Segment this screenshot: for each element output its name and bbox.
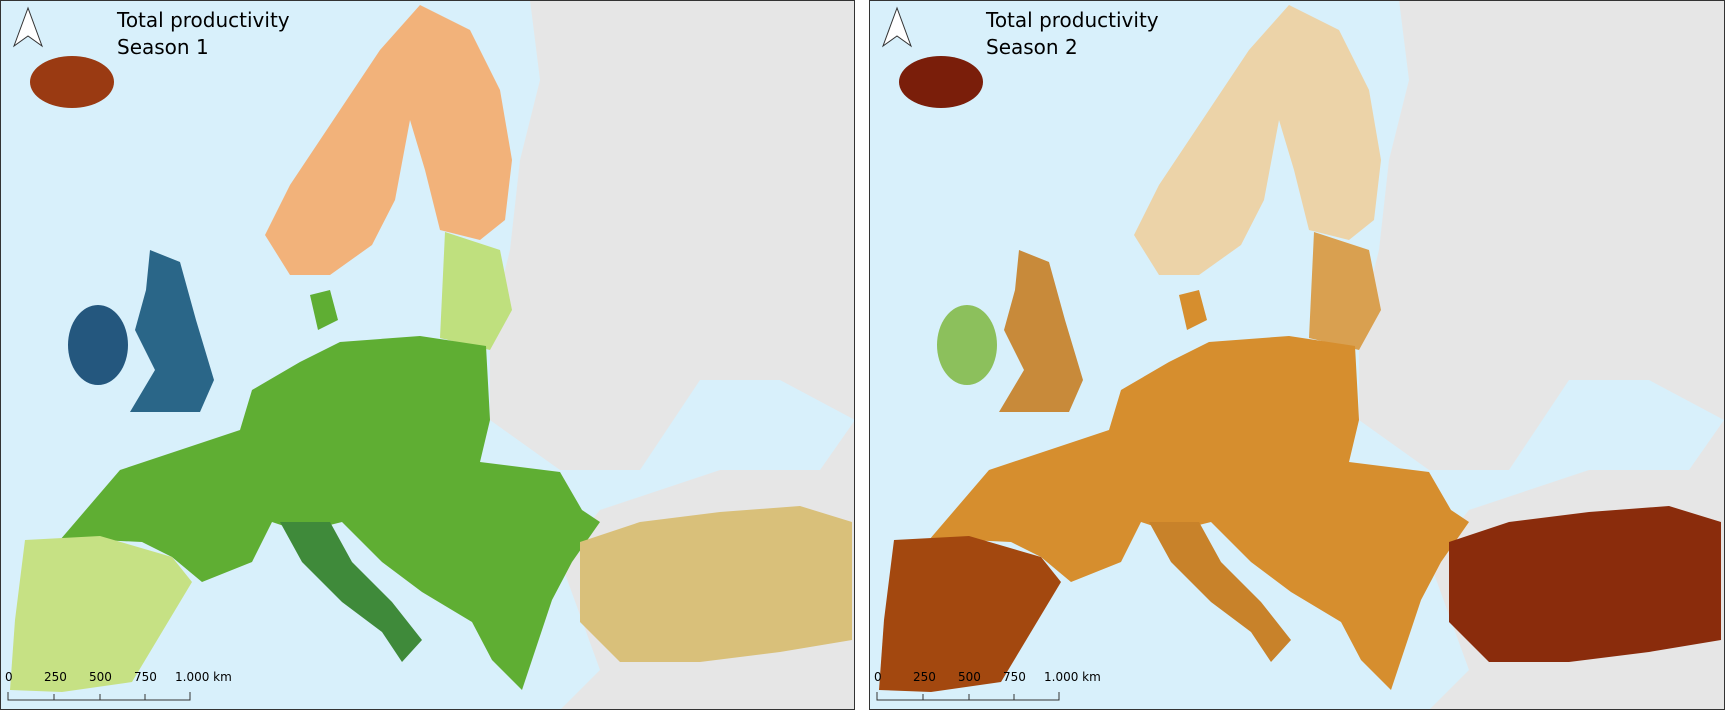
scale-label: 500 xyxy=(89,670,112,684)
scale-label: 250 xyxy=(44,670,67,684)
scale-label: 750 xyxy=(134,670,157,684)
scale-bar xyxy=(7,692,191,701)
scale-label: 1.000 km xyxy=(175,670,232,684)
map-panel: Total productivity Season 2 0 250 500 75… xyxy=(869,0,1725,710)
map xyxy=(869,0,1724,710)
map-subtitle: Season 2 xyxy=(986,35,1078,59)
scale-label: 750 xyxy=(1003,670,1026,684)
map-title: Total productivity xyxy=(985,8,1159,32)
map-subtitle: Season 1 xyxy=(117,35,209,59)
scale-label: 500 xyxy=(958,670,981,684)
scale-bar xyxy=(876,692,1060,701)
scale-label: 1.000 km xyxy=(1044,670,1101,684)
scale-label: 250 xyxy=(913,670,936,684)
scale-label: 0 xyxy=(874,670,882,684)
scale-label: 0 xyxy=(5,670,13,684)
map xyxy=(0,0,855,710)
map-panel: Total productivity Season 1 0 250 500 75… xyxy=(0,0,855,710)
map-title: Total productivity xyxy=(116,8,290,32)
